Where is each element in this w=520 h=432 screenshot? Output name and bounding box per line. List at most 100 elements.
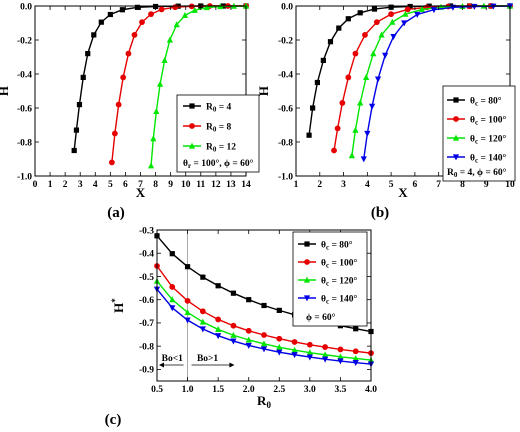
c-y-tick-label: -0.3	[139, 226, 154, 236]
a-x-tick-label: 1	[48, 180, 53, 190]
a-series-1-point	[139, 19, 145, 26]
c-series-1-point	[169, 284, 176, 290]
a-legend-label-2: R0 = 12	[206, 142, 236, 153]
c-y-tick-label: -0.6	[139, 296, 154, 306]
a-x-tick-label: 9	[168, 180, 173, 190]
b-y-tick-label: -0.2	[278, 36, 293, 46]
b-series-1-point	[334, 125, 341, 132]
c-y-tick-label: -0.8	[139, 342, 154, 352]
c-series-3-point	[337, 358, 344, 365]
b-series-3-point	[490, 3, 497, 10]
b-y-tick-label: -0.4	[278, 70, 293, 80]
b-series-3-point	[401, 20, 408, 27]
a-y-tick-label: -0.6	[17, 104, 32, 114]
a-legend-marker-0	[189, 103, 195, 109]
panel-c-chart: Bo<1 Bo>1 0.5 1.0 1.5 2.0 2.5 3.0 3.5 4.0 -0.3 -0.…	[105, 226, 378, 428]
b-legend-label-2: θc = 120°	[470, 133, 506, 145]
c-series-0-point	[246, 297, 252, 303]
c-series-2-point	[276, 343, 283, 350]
b-y-tick-label: 0.0	[281, 2, 293, 12]
a-y-tick-label: 0.0	[20, 2, 32, 12]
c-series-2-point	[169, 296, 176, 303]
a-series-0-point	[71, 147, 77, 154]
panel-c-label: (c)	[105, 412, 122, 428]
c-series-0-point	[215, 283, 221, 289]
c-series-3-point	[245, 342, 252, 349]
a-x-tick-label: 8	[153, 180, 158, 190]
b-series-2-point	[352, 126, 359, 133]
a-y-tick-label: -1.0	[17, 172, 32, 182]
b-series-2-point	[348, 152, 355, 159]
b-series-0-point	[336, 25, 342, 31]
c-series-1-point	[276, 335, 283, 342]
a-x-tick-label: 0	[33, 180, 38, 190]
panel-c-legend-note: ϕ = 60°	[306, 312, 336, 323]
b-legend-marker-0	[453, 97, 459, 103]
a-series-2-point	[156, 80, 164, 87]
c-series-2-point	[199, 318, 206, 325]
c-y-tick-label: -0.7	[139, 319, 154, 329]
b-series-0-point	[306, 132, 312, 138]
c-series-3-point	[291, 352, 298, 359]
b-x-axis-label: X	[398, 185, 408, 200]
b-x-tick-label: 1	[294, 180, 299, 190]
b-x-tick-label: 7	[436, 180, 441, 190]
c-series-1-point	[337, 346, 344, 353]
a-series-0-point	[119, 7, 126, 13]
b-series-1-point	[339, 100, 346, 106]
a-legend-marker-1	[189, 123, 195, 129]
c-x-tick-label: 1.0	[182, 385, 194, 395]
c-series-1-point	[291, 339, 298, 345]
a-series-2-point	[166, 36, 173, 43]
b-x-tick-label: 3	[341, 180, 346, 190]
b-series-3-point	[368, 103, 376, 110]
b-series-1-point	[345, 74, 352, 81]
c-series-0-point	[184, 264, 191, 270]
c-series-2-point	[230, 331, 237, 338]
c-series-3-point	[184, 317, 191, 324]
a-x-tick-label: 2	[63, 180, 68, 190]
panel-a-legend: θr = 100°, ϕ = 60° R0 = 4 R0 = 8 R0 = 12	[176, 94, 260, 173]
b-legend-marker-1	[453, 116, 459, 122]
c-series-2-point	[306, 349, 313, 356]
b-y-tick-label: -1.0	[278, 172, 293, 182]
c-legend-marker-2	[303, 276, 311, 283]
b-y-tick-label: -0.6	[278, 104, 293, 114]
a-series-2-point	[203, 4, 210, 11]
b-legend-label-0: θc = 80°	[470, 95, 502, 107]
c-series-2-point	[215, 326, 222, 333]
b-y-tick-label: -0.8	[278, 138, 293, 148]
c-series-3-point	[230, 338, 237, 345]
c-x-axis-label: R0	[257, 393, 271, 410]
c-x-tick-label: 4.0	[365, 385, 377, 395]
c-series-2-point	[184, 309, 191, 316]
a-x-tick-label: 10	[181, 180, 191, 190]
c-series-2-point	[291, 346, 298, 353]
c-series-0-point	[276, 307, 282, 313]
b-series-1-point	[373, 19, 380, 26]
b-series-0-point	[310, 105, 316, 111]
b-series-0-point	[327, 39, 334, 45]
panel-c-legend: ϕ = 60° θc = 80° θc = 100° θc = 120° θc = 1…	[292, 231, 368, 327]
b-series-3-point	[414, 11, 421, 18]
panel-a-chart: 0 1 2 3 4 5 6 7 8 9 10 11 12 13 140.0-0.2-0.4-0.6-0.8-…	[0, 2, 260, 221]
b-series-3-point	[382, 52, 389, 59]
c-legend-label-2: θc = 120°	[321, 275, 357, 287]
a-series-2-point	[147, 162, 155, 169]
c-series-3-point	[322, 356, 329, 363]
a-series-1-point	[172, 4, 179, 11]
a-series-1-point	[125, 50, 132, 57]
a-legend-marker-2	[188, 142, 196, 149]
panel-a-label: (a)	[107, 205, 125, 221]
c-legend-marker-0	[304, 241, 310, 247]
a-series-0-point	[80, 74, 86, 80]
b-series-3-point	[360, 156, 367, 163]
c-series-1-point	[245, 327, 252, 334]
panel-b-legend-note: R0 = 4, ϕ = 60°	[447, 167, 507, 179]
c-y-tick-label: -0.9	[139, 366, 154, 376]
a-x-tick-label: 7	[138, 180, 143, 190]
b-series-2-point	[357, 99, 364, 106]
c-x-tick-label: 3.0	[304, 385, 316, 395]
a-series-1-point	[115, 101, 122, 108]
b-series-0-point	[371, 6, 378, 12]
